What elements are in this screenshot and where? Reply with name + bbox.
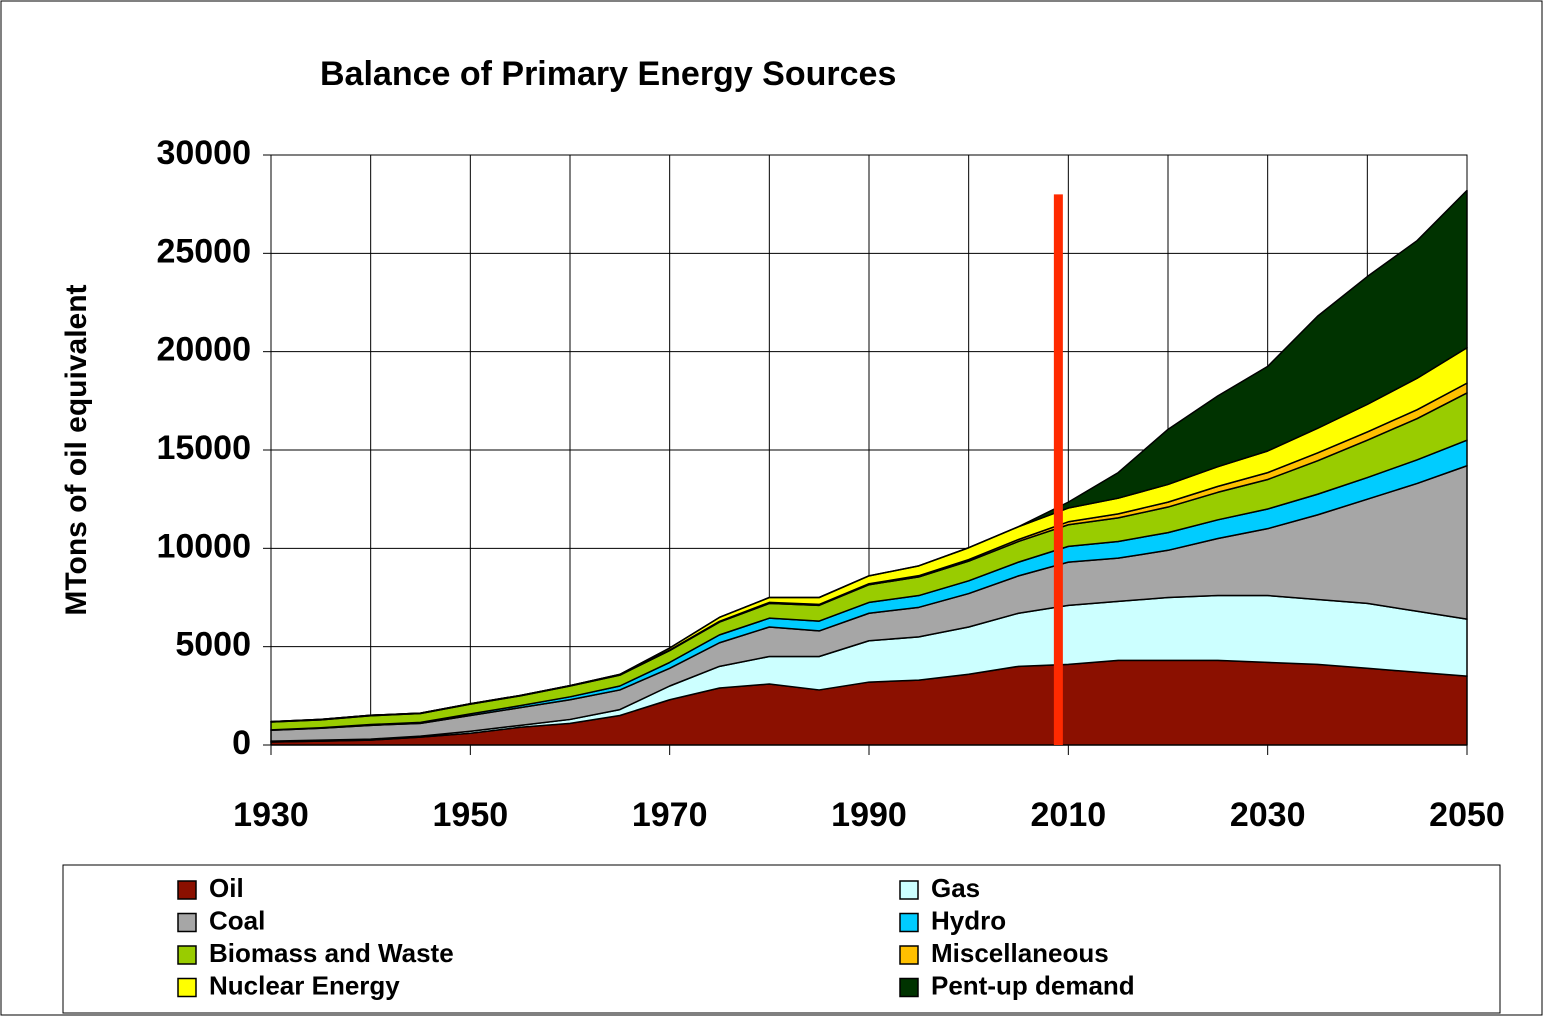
x-tick-label: 2030	[1230, 796, 1306, 834]
x-tick-label: 1990	[831, 796, 907, 834]
y-tick-label: 5000	[175, 626, 251, 664]
y-tick-label: 20000	[156, 331, 251, 369]
legend-swatch	[177, 912, 197, 933]
plot-frame	[270, 154, 1468, 746]
chart-title: Balance of Primary Energy Sources	[320, 55, 896, 93]
legend-label: Miscellaneous	[931, 938, 1109, 968]
x-tick-label: 2050	[1429, 796, 1505, 834]
y-tick-label: 0	[232, 724, 251, 762]
y-tick-label: 10000	[156, 527, 251, 565]
legend-swatch	[177, 945, 197, 965]
x-tick-label: 1970	[632, 796, 708, 834]
x-tick-label: 1930	[233, 796, 309, 834]
legend-swatch	[899, 880, 919, 900]
y-axis-label: MTons of oil equivalent	[60, 284, 93, 615]
legend-swatch	[177, 977, 197, 998]
legend-swatch	[899, 977, 919, 998]
legend-swatch	[899, 945, 919, 965]
x-tick-label: 1950	[433, 796, 509, 834]
legend-box	[62, 864, 1501, 1014]
legend-label: Hydro	[931, 905, 1006, 935]
legend-label: Gas	[931, 873, 980, 903]
legend-label: Coal	[209, 905, 265, 935]
legend-swatch	[177, 880, 197, 900]
legend-label: Oil	[209, 873, 244, 903]
x-tick-label: 2010	[1031, 796, 1107, 834]
y-tick-label: 25000	[156, 232, 251, 270]
y-tick-label: 15000	[156, 429, 251, 467]
legend-swatch	[899, 912, 919, 933]
y-tick-label: 30000	[156, 134, 251, 172]
legend-label: Biomass and Waste	[209, 938, 454, 968]
legend-label: Nuclear Energy	[209, 970, 400, 1000]
legend-label: Pent-up demand	[931, 970, 1135, 1000]
